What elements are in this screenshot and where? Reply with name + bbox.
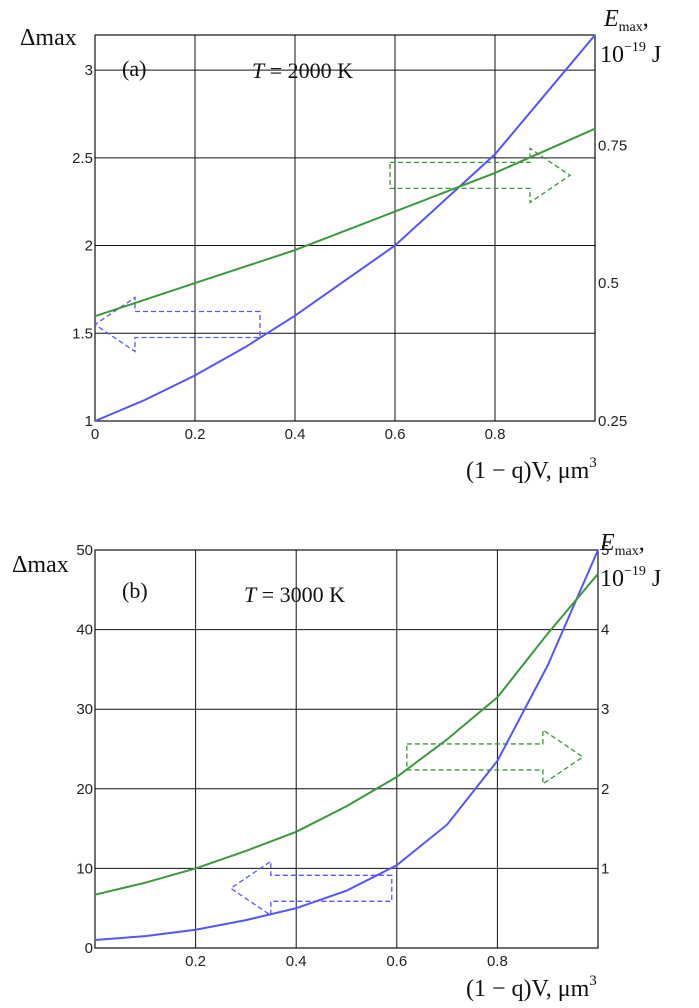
panel-b-x-tick-label: 0.4 bbox=[286, 953, 307, 970]
panel-a-y-label-right: Emax, bbox=[603, 6, 649, 35]
panel-b-y-left-tick-label: 30 bbox=[76, 701, 93, 718]
panel-a-y-label-left: Δmax bbox=[20, 25, 77, 51]
panel-b-series bbox=[94, 549, 599, 941]
panel-a-y-left-tick-label: 2 bbox=[85, 238, 93, 255]
panel-b-temperature-annotation: T = 3000 K bbox=[244, 582, 345, 607]
panel-a-y-right-tick-label: 0.75 bbox=[598, 137, 627, 154]
panel-b-y-right-tick-label: 5 bbox=[601, 542, 609, 559]
panel-a-y-unit-right: 10−19 J bbox=[600, 40, 661, 68]
panel-a-y-left-tick-label: 3 bbox=[85, 62, 93, 79]
panel-a-y-right-tick-label: 0.25 bbox=[598, 413, 627, 430]
panel-b-y-right-tick-label: 3 bbox=[601, 701, 609, 718]
panel-a-x-tick-label: 0.6 bbox=[385, 426, 406, 443]
panel-a-x-tick-label: 0.4 bbox=[285, 426, 306, 443]
panel-b-grid bbox=[95, 549, 598, 948]
panel-b-panel-label: (b) bbox=[122, 578, 148, 603]
panel-b-y-left-tick-label: 10 bbox=[76, 860, 93, 877]
panel-a-temperature-annotation: T = 2000 K bbox=[252, 58, 353, 83]
panel-b-x-label: (1 − q)V, μm3 bbox=[466, 973, 597, 1002]
panel-b-x-tick-label: 0.6 bbox=[386, 953, 407, 970]
panel-b-y-unit-right: 10−19 J bbox=[600, 564, 661, 592]
panel-a-y-ticks-left: 1 1.5 2 2.5 3 bbox=[72, 62, 93, 430]
panel-a-x-tick-label: 0.8 bbox=[485, 426, 506, 443]
panel-b-axis-arrow-left bbox=[229, 860, 393, 917]
panel-b-y-right-tick-label: 1 bbox=[601, 860, 609, 877]
panel-a-frame bbox=[94, 34, 596, 422]
panel-a-x-ticks: 0 0.2 0.4 0.6 0.8 bbox=[91, 426, 506, 443]
panel-b-axis-arrow-right bbox=[406, 728, 585, 786]
panel-b-x-tick-label: 0.8 bbox=[487, 953, 508, 970]
panel-b-y-left-tick-label: 40 bbox=[76, 622, 93, 639]
panel-a-x-label: (1 − q)V, μm3 bbox=[466, 455, 597, 484]
panel-b-frame bbox=[94, 549, 599, 949]
panel-a-axis-arrow-left bbox=[93, 296, 261, 353]
panel-a-y-ticks-right: 0.25 0.5 0.75 bbox=[598, 137, 627, 430]
panel-b-y-label-right: Emax, bbox=[599, 530, 645, 559]
panel-a-y-left-tick-label: 2.5 bbox=[72, 150, 93, 167]
panel-b-arrows bbox=[229, 728, 585, 917]
panel-b-y-left-tick-label: 50 bbox=[76, 542, 93, 559]
panel-a: 0 0.2 0.4 0.6 0.8 1 1.5 2 2.5 3 0.25 0.5 0.75 Δmax… bbox=[20, 6, 661, 484]
panel-a-panel-label: (a) bbox=[122, 56, 146, 81]
panel-b-series-right-line bbox=[94, 573, 599, 896]
panel-b-y-ticks-right: 1 2 3 4 5 bbox=[601, 542, 609, 877]
panel-b-y-right-tick-label: 4 bbox=[601, 622, 609, 639]
panel-a-y-left-tick-label: 1 bbox=[85, 413, 93, 430]
panel-a-series-right-line bbox=[94, 127, 596, 318]
panel-b-y-left-tick-label: 20 bbox=[76, 781, 93, 798]
panel-a-y-left-tick-label: 1.5 bbox=[72, 325, 93, 342]
panel-b-y-label-left: Δmax bbox=[12, 552, 69, 578]
panel-a-series-left-line bbox=[94, 34, 596, 422]
panel-b-x-tick-label: 0.2 bbox=[185, 953, 206, 970]
panel-a-axis-arrow-right bbox=[389, 147, 572, 204]
panel-a-x-tick-label: 0.2 bbox=[185, 426, 206, 443]
panel-b-x-ticks: 0.2 0.4 0.6 0.8 bbox=[185, 953, 508, 970]
panel-a-series bbox=[94, 34, 596, 422]
panel-a-grid bbox=[95, 35, 595, 421]
panel-b-series-left-line bbox=[94, 549, 599, 941]
panel-a-arrows bbox=[93, 147, 572, 353]
panel-b-y-right-tick-label: 2 bbox=[601, 781, 609, 798]
panel-b-y-ticks-left: 0 10 20 30 40 50 bbox=[76, 542, 93, 957]
panel-a-y-right-tick-label: 0.5 bbox=[598, 275, 619, 292]
panel-b-y-left-tick-label: 0 bbox=[85, 940, 93, 957]
panel-a-x-tick-label: 0 bbox=[91, 426, 99, 443]
